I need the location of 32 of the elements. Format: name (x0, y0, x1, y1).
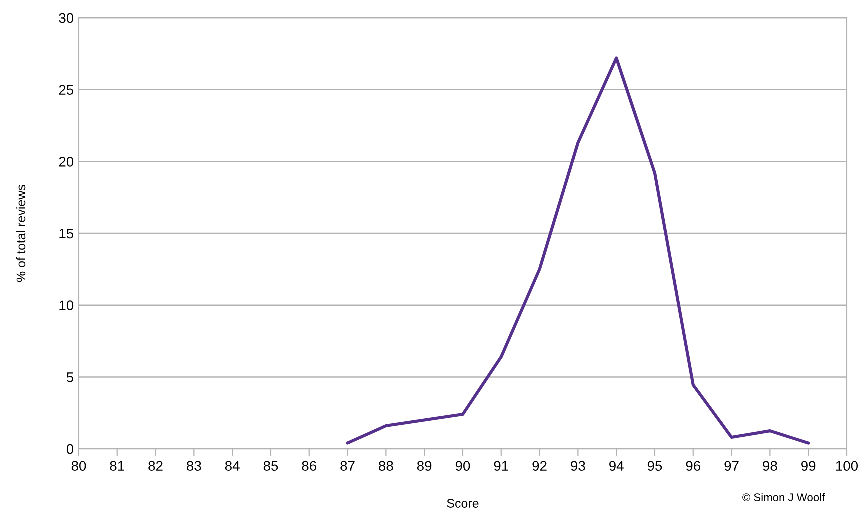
text: © Simon J Woolf (742, 493, 826, 502)
y-tick-label: 15 (60, 228, 74, 239)
line-series (346, 56, 810, 445)
x-tick-label: 85 (264, 461, 278, 472)
x-tick-label: 99 (802, 461, 816, 472)
y-tick-label: 20 (59, 157, 74, 167)
x-tick-label: 90 (456, 461, 470, 472)
x-tick-label: 88 (379, 461, 394, 472)
x-tick-label: 98 (763, 461, 778, 472)
y-axis-title: % of total reviews (16, 184, 26, 282)
x-axis-title: Score (447, 499, 479, 508)
y-tick-label: 0 (66, 444, 74, 454)
x-tick-label: 84 (225, 461, 240, 472)
x-tick-label: 81 (110, 461, 124, 472)
x-tick-label: 82 (148, 461, 163, 472)
x-tick-label: 100 (836, 461, 858, 472)
x-tick-label: 92 (532, 461, 547, 472)
y-tick-label: 10 (60, 300, 74, 311)
x-tick-label: 95 (648, 461, 662, 472)
y-tick-label: 5 (66, 372, 74, 382)
x-tick-label: 93 (571, 461, 586, 472)
x-tick-label: 89 (417, 461, 432, 472)
y-tick-label: 30 (59, 13, 74, 24)
x-tick-label: 96 (686, 461, 700, 472)
x-tick-label: 91 (494, 461, 508, 472)
y-tick-label: 25 (59, 85, 74, 96)
x-tick-label: 80 (72, 461, 86, 472)
x-tick-label: 94 (610, 461, 624, 472)
x-tick-label: 83 (187, 461, 202, 472)
x-tick-label: 86 (302, 461, 316, 472)
x-tick-label: 87 (340, 461, 355, 472)
x-tick-label: 97 (724, 461, 739, 472)
